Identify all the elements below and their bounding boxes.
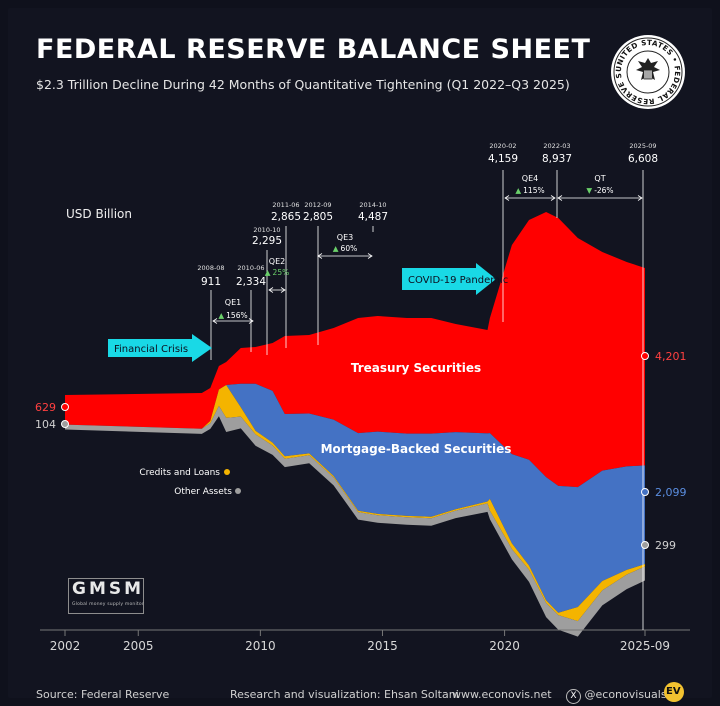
eagle-icon: [636, 58, 660, 80]
total-label-value: 911: [201, 276, 221, 288]
total-label-value: 2,295: [252, 235, 282, 247]
phase-bracket-arrow: [504, 195, 510, 201]
phase-change-value: 60%: [341, 244, 358, 253]
treasury-label: Treasury Securities: [351, 361, 481, 375]
up-arrow-icon: ▲: [218, 311, 224, 320]
financial-crisis-callout-arrow: [108, 334, 212, 362]
phase-bracket-arrow: [268, 287, 274, 293]
credits-marker: [224, 469, 230, 475]
phase-bracket-arrow: [367, 253, 373, 259]
down-arrow-icon: ▼: [586, 186, 592, 195]
x-tick-label: 2002: [50, 639, 81, 653]
x-tick-label: 2010: [245, 639, 276, 653]
footer-handle: @econovisuals: [584, 688, 667, 701]
phase-bracket-arrow: [557, 195, 563, 201]
gmsm-logo-title: GMSM: [72, 579, 145, 599]
phase-change: ▲ 156%: [218, 311, 247, 320]
footer-source: Source: Federal Reserve: [36, 688, 170, 701]
total-label-date: 2022-03: [543, 142, 570, 150]
total-label-date: 2008-08: [197, 264, 224, 272]
federal-reserve-seal: UNITED STATES • FEDERAL RESERVE SYSTEM •: [610, 34, 685, 109]
financial-crisis-callout-label: Financial Crisis: [114, 344, 188, 355]
start-value: 629: [35, 401, 56, 414]
total-label-value: 2,865: [271, 211, 301, 223]
start-value: 104: [35, 418, 56, 431]
credits-area: [65, 385, 645, 622]
econovis-badge-text: EV: [666, 686, 681, 697]
end-value: 4,201: [655, 350, 687, 363]
total-label-value: 6,608: [628, 153, 658, 165]
total-label-value: 4,159: [488, 153, 518, 165]
mbs-area: [65, 383, 645, 613]
end-value: 299: [655, 539, 676, 552]
up-arrow-icon: ▲: [265, 268, 271, 277]
end-marker: [641, 541, 649, 549]
total-label-date: 2012-09: [304, 201, 331, 209]
total-label-date: 2025-09: [629, 142, 656, 150]
phase-bracket-arrow: [248, 318, 254, 324]
end-value: 2,099: [655, 486, 687, 499]
footer-website[interactable]: www.econovis.net: [452, 688, 552, 701]
total-label-value: 8,937: [542, 153, 572, 165]
phase-change-value: 25%: [273, 268, 290, 277]
total-label-date: 2020-02: [489, 142, 516, 150]
treasury-area: [65, 212, 645, 488]
phase-name: QT: [594, 174, 605, 183]
phase-change-value: 156%: [226, 311, 247, 320]
total-label-date: 2014-10: [359, 201, 386, 209]
other-assets-label: Other Assets: [174, 487, 232, 497]
covid-callout-arrow: [402, 263, 496, 295]
phase-bracket-arrow: [317, 253, 323, 259]
x-tick-label: 2020: [489, 639, 520, 653]
up-arrow-icon: ▲: [515, 186, 521, 195]
phase-name: QE3: [337, 233, 353, 242]
x-tick-label: 2025-09: [620, 639, 670, 653]
mbs-label: Mortgage-Backed Securities: [321, 442, 512, 456]
x-logo-icon: X: [566, 689, 581, 704]
end-marker: [641, 488, 649, 496]
x-tick-label: 2005: [123, 639, 154, 653]
phase-change: ▲ 25%: [265, 268, 289, 277]
phase-bracket-arrow: [637, 195, 643, 201]
total-label-value: 2,805: [303, 211, 333, 223]
phase-change-value: -26%: [594, 186, 613, 195]
phase-change: ▲ 115%: [515, 186, 544, 195]
y-axis-label: USD Billion: [66, 207, 132, 221]
footer-x-handle[interactable]: X @econovisuals: [566, 688, 667, 704]
total-label-date: 2010-06: [237, 264, 264, 272]
up-arrow-icon: ▲: [333, 244, 339, 253]
phase-name: QE4: [522, 174, 538, 183]
gmsm-logo-subtitle: Global money supply monitor: [72, 602, 144, 607]
phase-bracket-arrow: [212, 318, 218, 324]
start-marker: [61, 403, 69, 411]
covid-callout-label: COVID-19 Pandemic: [408, 275, 508, 286]
other-assets-marker: [235, 488, 241, 494]
total-label-date: 2011-06: [272, 201, 299, 209]
end-marker: [641, 352, 649, 360]
credits-label: Credits and Loans: [139, 468, 220, 478]
phase-bracket-arrow: [280, 287, 286, 293]
phase-change: ▼ -26%: [586, 186, 613, 195]
other-assets-area: [65, 405, 645, 637]
phase-change: ▲ 60%: [333, 244, 357, 253]
phase-name: QE1: [225, 298, 241, 307]
gmsm-logo: GMSM Global money supply monitor: [68, 578, 144, 614]
total-label-date: 2010-10: [253, 226, 280, 234]
total-label-value: 4,487: [358, 211, 388, 223]
page-title: FEDERAL RESERVE BALANCE SHEET: [36, 34, 591, 65]
phase-change-value: 115%: [523, 186, 544, 195]
econovis-badge: EV: [664, 682, 684, 702]
x-tick-label: 2015: [367, 639, 398, 653]
start-marker: [61, 420, 69, 428]
total-label-value: 2,334: [236, 276, 266, 288]
page-subtitle: $2.3 Trillion Decline During 42 Months o…: [36, 77, 570, 92]
phase-name: QE2: [269, 257, 285, 266]
footer-credit: Research and visualization: Ehsan Soltan…: [230, 688, 459, 701]
phase-bracket-arrow: [550, 195, 556, 201]
